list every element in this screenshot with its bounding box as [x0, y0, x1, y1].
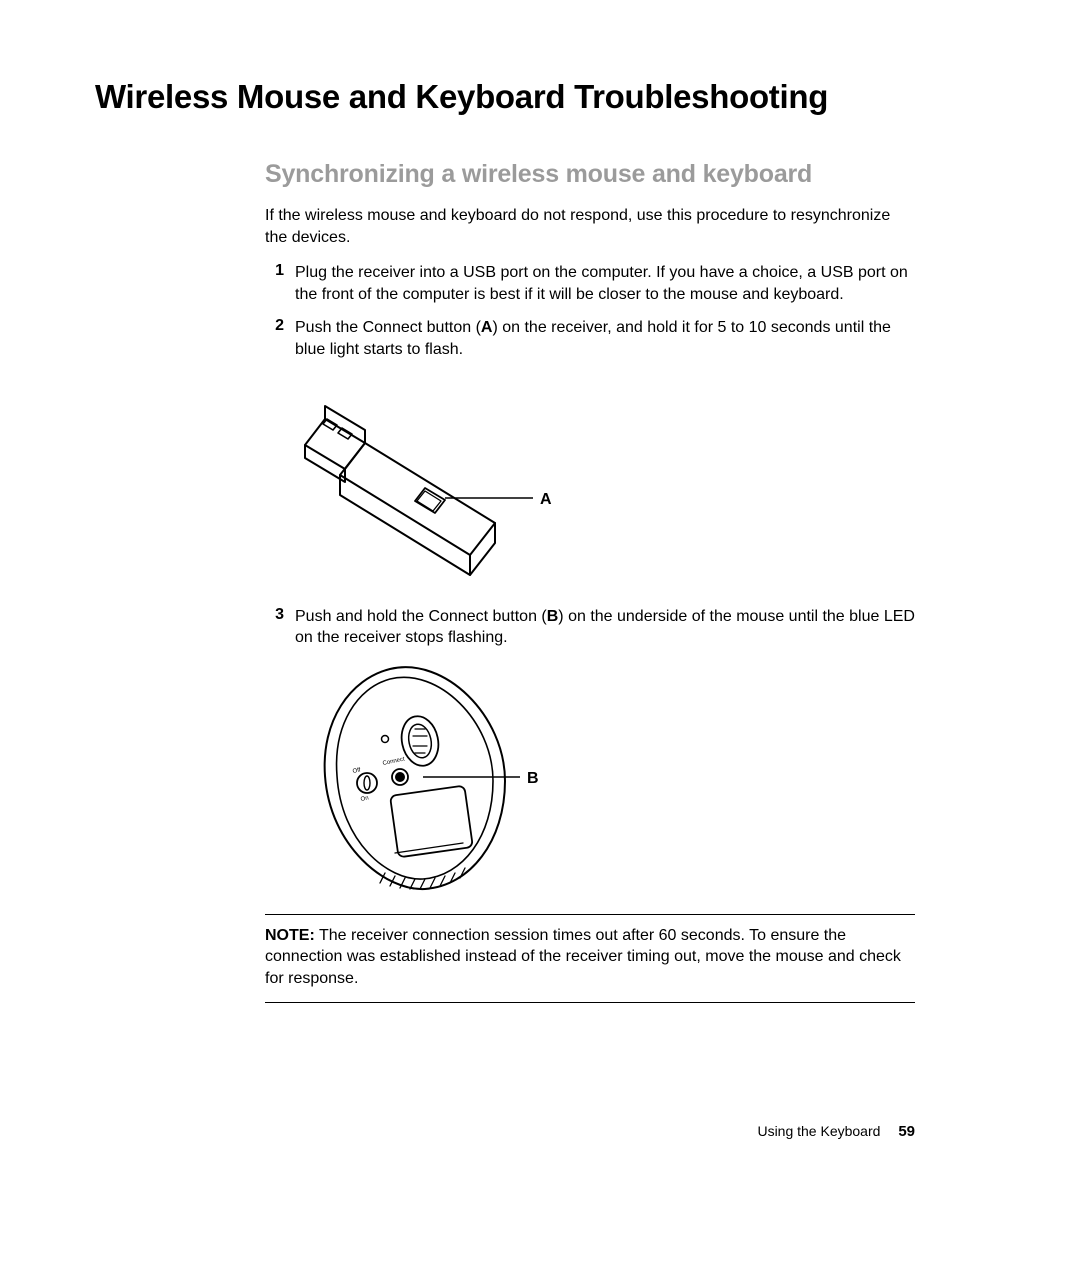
- step-number: 2: [265, 317, 295, 335]
- note-label: NOTE:: [265, 927, 315, 944]
- sub-title: Synchronizing a wireless mouse and keybo…: [265, 160, 915, 189]
- step-text: Push and hold the Connect button (B) on …: [295, 606, 915, 649]
- figure-receiver: A: [295, 373, 915, 588]
- step-text-pre: Push the Connect button (: [295, 319, 481, 336]
- main-title: Wireless Mouse and Keyboard Troubleshoot…: [95, 78, 985, 116]
- note-box: NOTE: The receiver connection session ti…: [265, 914, 915, 1003]
- svg-text:On: On: [360, 795, 369, 803]
- figure-label-b: B: [527, 770, 539, 787]
- svg-text:Off: Off: [352, 767, 361, 775]
- footer-page-number: 59: [898, 1123, 915, 1140]
- page-footer: Using the Keyboard 59: [757, 1123, 915, 1140]
- step-number: 3: [265, 606, 295, 624]
- note-text: The receiver connection session times ou…: [265, 927, 901, 987]
- step-2: 2 Push the Connect button (A) on the rec…: [265, 317, 915, 360]
- intro-paragraph: If the wireless mouse and keyboard do no…: [265, 205, 915, 248]
- footer-section-label: Using the Keyboard: [757, 1123, 880, 1139]
- step-list: 1 Plug the receiver into a USB port on t…: [265, 262, 915, 360]
- document-page: Wireless Mouse and Keyboard Troubleshoot…: [0, 0, 1080, 1270]
- step-text: Plug the receiver into a USB port on the…: [295, 262, 915, 305]
- mouse-illustration: Connect Off On B: [295, 661, 595, 896]
- step-bold-a: A: [481, 319, 493, 336]
- figure-label-a: A: [540, 491, 552, 508]
- content-block: Synchronizing a wireless mouse and keybo…: [265, 160, 915, 1003]
- step-text-pre: Push and hold the Connect button (: [295, 608, 547, 625]
- step-1: 1 Plug the receiver into a USB port on t…: [265, 262, 915, 305]
- figure-mouse: Connect Off On B: [295, 661, 915, 896]
- step-bold-b: B: [547, 608, 559, 625]
- step-number: 1: [265, 262, 295, 280]
- step-list-cont: 3 Push and hold the Connect button (B) o…: [265, 606, 915, 649]
- receiver-illustration: A: [295, 373, 595, 588]
- step-text: Push the Connect button (A) on the recei…: [295, 317, 915, 360]
- step-3: 3 Push and hold the Connect button (B) o…: [265, 606, 915, 649]
- svg-text:Connect: Connect: [382, 756, 405, 767]
